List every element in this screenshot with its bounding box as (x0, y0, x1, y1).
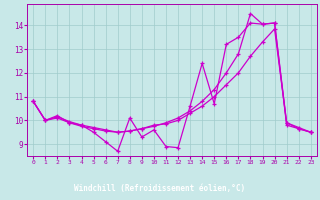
Text: Windchill (Refroidissement éolien,°C): Windchill (Refroidissement éolien,°C) (75, 184, 245, 193)
